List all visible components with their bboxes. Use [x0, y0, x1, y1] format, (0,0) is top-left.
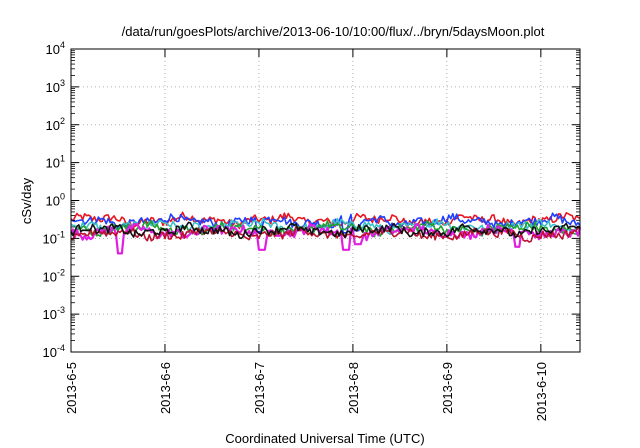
y-tick-label: 10-2 [43, 267, 65, 284]
y-tick-label: 10-1 [43, 229, 65, 246]
x-tick-label: 2013-6-6 [158, 362, 173, 414]
y-tick-label: 101 [46, 154, 65, 171]
x-axis-label: Coordinated Universal Time (UTC) [225, 431, 424, 446]
chart-title: /data/run/goesPlots/archive/2013-06-10/1… [122, 24, 545, 39]
y-axis-label: cSv/day [19, 177, 34, 224]
x-tick-label: 2013-6-10 [534, 362, 549, 421]
y-tick-label: 103 [46, 78, 65, 95]
ticks: 10-4 10-3 10-2 10-1 100 101 102 103 104 2013-6-5 2… [43, 40, 580, 421]
y-tick-label: 104 [46, 40, 65, 57]
y-tick-label: 10-3 [43, 305, 65, 322]
series-group [70, 211, 582, 255]
x-tick-label: 2013-6-5 [64, 362, 79, 414]
x-tick-label: 2013-6-9 [440, 362, 455, 414]
x-tick-label: 2013-6-8 [346, 362, 361, 414]
x-tick-label: 2013-6-7 [252, 362, 267, 414]
grid [71, 49, 580, 352]
y-tick-label: 10-4 [43, 343, 65, 360]
series-line [70, 221, 581, 240]
series-line [70, 219, 581, 238]
y-tick-label: 102 [46, 116, 65, 133]
y-tick-label: 100 [46, 192, 65, 209]
